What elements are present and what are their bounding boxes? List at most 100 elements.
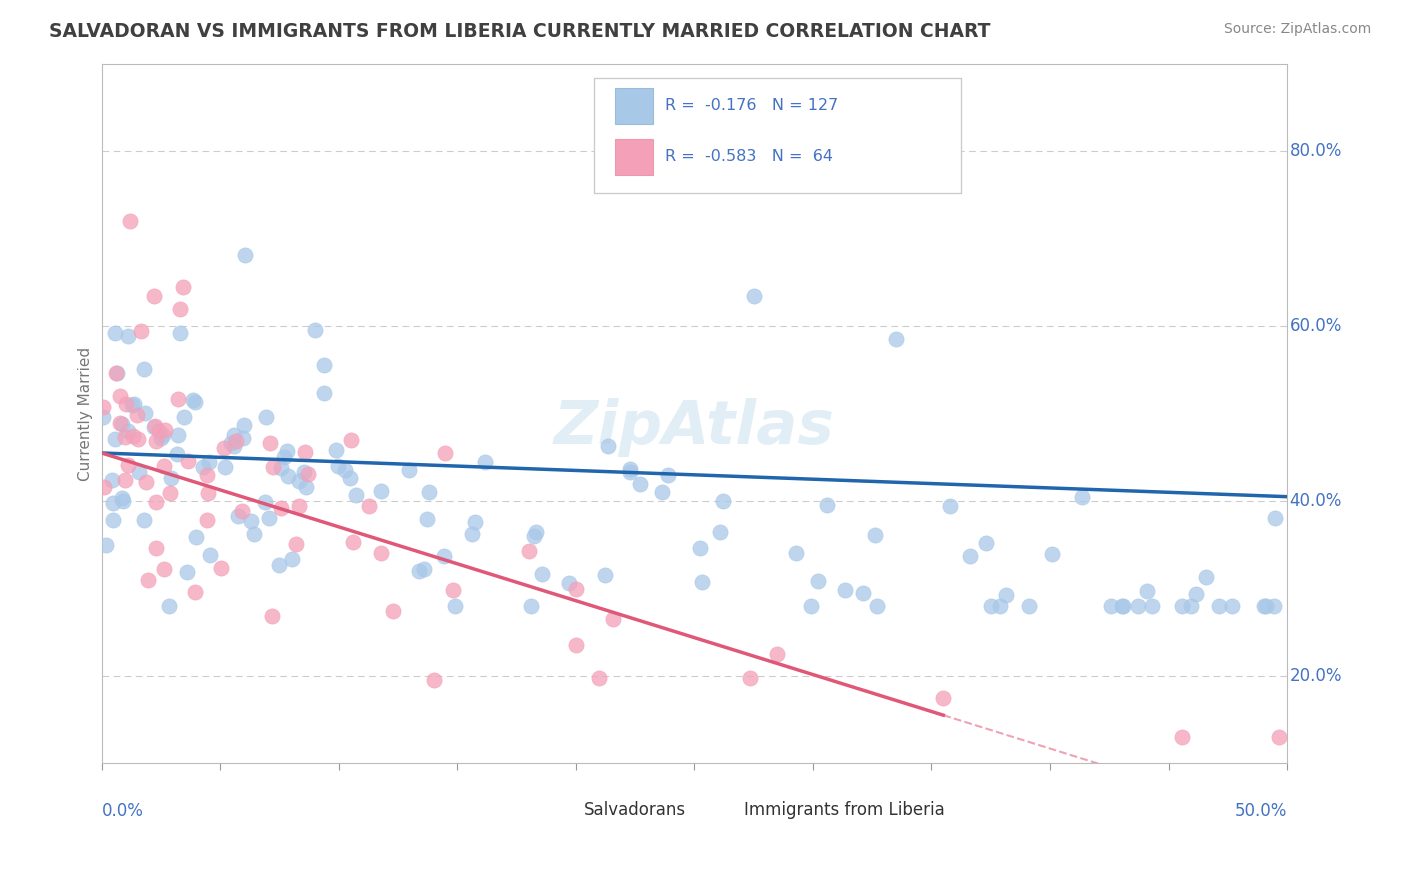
Point	[176, 565, 198, 579]
Point	[114, 473, 136, 487]
Point	[1170, 599, 1192, 613]
Point	[149, 431, 172, 445]
Point	[1140, 599, 1163, 613]
Point	[382, 604, 405, 618]
Point	[267, 558, 290, 573]
Point	[181, 393, 204, 408]
Point	[531, 566, 554, 581]
Point	[183, 395, 205, 409]
Point	[222, 428, 245, 442]
Point	[270, 501, 292, 516]
Point	[461, 527, 484, 541]
Point	[588, 671, 610, 685]
Y-axis label: Currently Married: Currently Married	[79, 347, 93, 481]
Point	[142, 420, 165, 434]
Point	[413, 562, 436, 576]
Point	[834, 583, 856, 598]
Point	[281, 552, 304, 566]
Point	[277, 469, 299, 483]
Point	[193, 460, 215, 475]
Point	[231, 504, 253, 518]
Text: 20.0%: 20.0%	[1289, 667, 1341, 685]
Point	[262, 460, 284, 475]
Point	[94, 538, 117, 552]
Point	[418, 485, 440, 500]
Point	[785, 546, 807, 560]
Point	[884, 332, 907, 346]
Point	[294, 445, 316, 459]
Point	[117, 329, 139, 343]
Point	[134, 406, 156, 420]
Point	[145, 495, 167, 509]
Point	[441, 583, 464, 598]
Point	[295, 481, 318, 495]
Point	[297, 467, 319, 481]
Point	[152, 427, 174, 442]
Point	[112, 494, 135, 508]
Point	[134, 513, 156, 527]
Point	[122, 396, 145, 410]
Point	[145, 541, 167, 555]
Point	[342, 534, 364, 549]
Point	[114, 430, 136, 444]
Point	[212, 441, 235, 455]
Point	[121, 398, 143, 412]
Point	[602, 612, 624, 626]
Point	[959, 549, 981, 563]
Point	[434, 446, 457, 460]
Point	[285, 537, 308, 551]
Point	[1253, 599, 1275, 613]
Point	[288, 499, 311, 513]
Point	[370, 483, 392, 498]
Point	[1099, 599, 1122, 613]
Point	[398, 462, 420, 476]
Point	[628, 476, 651, 491]
Text: ZipAtlas: ZipAtlas	[554, 398, 835, 457]
Point	[565, 582, 588, 596]
Point	[474, 455, 496, 469]
Point	[325, 442, 347, 457]
Point	[1040, 547, 1063, 561]
Point	[233, 248, 256, 262]
Point	[259, 435, 281, 450]
Point	[166, 447, 188, 461]
Point	[863, 528, 886, 542]
Text: R =  -0.583   N =  64: R = -0.583 N = 64	[665, 149, 832, 164]
Point	[100, 473, 122, 487]
Point	[153, 562, 176, 576]
Point	[195, 513, 218, 527]
Point	[209, 561, 232, 575]
Point	[134, 362, 156, 376]
Point	[273, 450, 295, 464]
Point	[312, 386, 335, 401]
Point	[408, 564, 430, 578]
Point	[370, 546, 392, 560]
Point	[980, 599, 1002, 613]
Point	[517, 544, 540, 558]
Point	[690, 574, 713, 589]
Text: Source: ZipAtlas.com: Source: ZipAtlas.com	[1223, 22, 1371, 37]
Text: R =  -0.176   N = 127: R = -0.176 N = 127	[665, 98, 838, 113]
Point	[122, 429, 145, 443]
Point	[172, 280, 194, 294]
Point	[224, 439, 246, 453]
Point	[1070, 490, 1092, 504]
Point	[988, 599, 1011, 613]
Point	[1111, 599, 1133, 613]
Point	[111, 491, 134, 505]
Point	[657, 467, 679, 482]
Point	[1126, 599, 1149, 613]
Point	[198, 455, 221, 469]
Text: SALVADORAN VS IMMIGRANTS FROM LIBERIA CURRENTLY MARRIED CORRELATION CHART: SALVADORAN VS IMMIGRANTS FROM LIBERIA CU…	[49, 22, 991, 41]
Point	[136, 573, 159, 587]
Point	[169, 326, 191, 340]
Point	[270, 461, 292, 475]
Text: Salvadorans: Salvadorans	[583, 801, 686, 819]
Point	[1195, 570, 1218, 584]
Point	[103, 432, 125, 446]
FancyBboxPatch shape	[550, 796, 581, 824]
Point	[357, 499, 380, 513]
Point	[104, 366, 127, 380]
Point	[335, 462, 357, 476]
Point	[232, 431, 254, 445]
